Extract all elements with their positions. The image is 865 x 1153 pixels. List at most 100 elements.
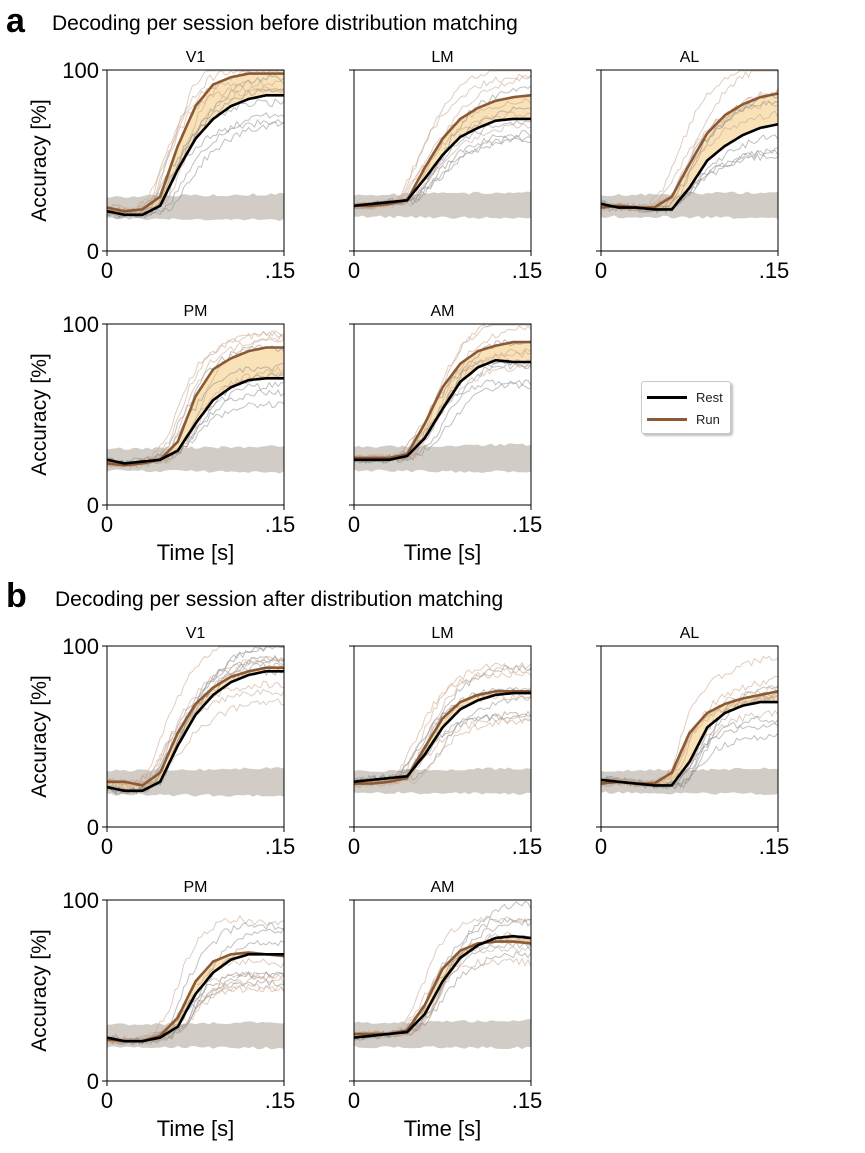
panel-b-v1-axes-frame: [106, 645, 285, 828]
panel-b-lm-title: LM: [431, 625, 453, 642]
panel-b-pm-ytick-label-0: 0: [87, 1069, 99, 1094]
panel-a-pm-xtick-label-1: .15: [265, 512, 296, 537]
panel-a-pm-session-run-5: [107, 371, 284, 470]
panel-b-al-xtick-label-0: 0: [595, 834, 607, 859]
legend-item-rest: Rest: [647, 389, 723, 405]
panel-a-pm-axes-frame: [106, 323, 285, 506]
panel-b-pm-title: PM: [184, 879, 208, 896]
legend-swatch-run: [647, 417, 687, 421]
legend-label-rest: Rest: [696, 389, 723, 405]
panel-a-al-xtick-label-1: .15: [759, 258, 790, 283]
panel-a-pm-ytick-label-1: 100: [62, 312, 99, 337]
panel-b-v1-ytick-label-0: 0: [87, 815, 99, 840]
panel-b-pm-chart: 0 .15 0 100 PM Accuracy [%] Time [s]: [28, 879, 295, 1141]
panel-a-v1-series-rest: [107, 94, 284, 217]
panel-b-pm-axes-frame: [106, 899, 285, 1082]
panel-a-am-xtick-label-0: 0: [348, 512, 360, 537]
panel-b-am-chart: 0 .15 AM Time [s]: [348, 879, 542, 1141]
panel-a-title: Decoding per session before distribution…: [52, 12, 518, 35]
panel-a-v1-series-run: [107, 72, 284, 213]
panel-a-pm-xlabel: Time [s]: [157, 540, 234, 565]
legend: Rest Run: [641, 381, 731, 434]
panel-b-am-session-run-4: [354, 915, 531, 1039]
panel-b-am-series-rest: [354, 934, 531, 1039]
panel-a-pm-ylabel: Accuracy [%]: [28, 353, 51, 476]
panel-b-al-difference-shade: [601, 691, 778, 786]
panel-a-pm-session-rest-4: [107, 363, 284, 467]
panel-b-al-session-rest-5: [601, 722, 778, 790]
panel-a-lm-title: LM: [431, 49, 453, 66]
panel-b-lm-chart: 0 .15 LM: [348, 625, 542, 859]
panel-b-v1-xtick-label-1: .15: [265, 834, 296, 859]
panel-a-am-plot-area: [354, 324, 531, 474]
panel-a-am-axes-frame: [353, 323, 532, 506]
panel-b-v1-series-rest: [107, 669, 284, 793]
panel-a-v1-ytick-label-0: 0: [87, 239, 99, 264]
panel-b-letter: b: [6, 577, 27, 615]
panel-b-v1-title: V1: [186, 625, 206, 642]
panel-a-v1-xtick-label-1: .15: [265, 258, 296, 283]
panel-b-lm-xtick-label-0: 0: [348, 834, 360, 859]
panel-b-v1-session-run-2: [107, 657, 284, 789]
panel-b-al-chart: 0 .15 AL: [595, 625, 789, 859]
panel-a-pm-xtick-label-0: 0: [101, 512, 113, 537]
panel-b-pm-xtick-label-1: .15: [265, 1088, 296, 1113]
panel-a-pm-ytick-label-0: 0: [87, 493, 99, 518]
panel-a-al-title: AL: [680, 49, 700, 66]
panel-a-al-plot-area: [601, 70, 778, 220]
panel-b-v1-plot-area: [107, 646, 284, 797]
panel-b-am-xtick-label-1: .15: [512, 1088, 543, 1113]
panel-a-v1-axes-frame: [106, 69, 285, 252]
panel-a-al-difference-shade: [601, 93, 778, 210]
panel-a-am-chart: 0 .15 AM Time [s]: [348, 303, 542, 565]
panel-b-al-xtick-label-1: .15: [759, 834, 790, 859]
panel-a-pm-session-rest-1: [107, 400, 284, 468]
panel-a-v1-chart: 0 .15 0 100 V1 Accuracy [%]: [28, 49, 295, 283]
panel-b-v1-session-run-0: [107, 655, 284, 788]
legend-item-run: Run: [647, 411, 720, 427]
panel-b-pm-chance-band: [107, 1021, 284, 1050]
panel-b-al-title: AL: [680, 625, 700, 642]
panel-a-am-session-run-5: [354, 324, 531, 463]
legend-swatch-rest: [647, 395, 687, 399]
panel-b-al-axes-frame: [600, 645, 779, 828]
panel-b-lm-session-rest-0: [354, 686, 531, 784]
panel-a-am-xtick-label-1: .15: [512, 512, 543, 537]
panel-b-pm-xtick-label-0: 0: [101, 1088, 113, 1113]
panel-b-pm-session-rest-1: [107, 921, 284, 1045]
panel-a-lm-plot-area: [354, 70, 531, 219]
panel-b-v1-xtick-label-0: 0: [101, 834, 113, 859]
panel-a-am-xlabel: Time [s]: [404, 540, 481, 565]
panel-b-v1-series-run: [107, 666, 284, 787]
panel-a-lm-series-run: [354, 94, 531, 208]
panel-a-al-axes-frame: [600, 69, 779, 252]
panel-a-lm-chart: 0 .15 LM: [348, 49, 542, 283]
panel-a-pm-difference-shade: [107, 347, 284, 466]
panel-b-v1-chart: 0 .15 0 100 V1 Accuracy [%]: [28, 625, 295, 859]
panel-b-lm-plot-area: [354, 661, 531, 795]
panel-a-v1-title: V1: [186, 49, 206, 66]
panel-b-al-session-run-2: [601, 655, 778, 788]
panel-b-al-plot-area: [601, 655, 778, 796]
panel-a-al-chart: 0 .15 AL: [595, 49, 789, 283]
panel-a-lm-axes-frame: [353, 69, 532, 252]
panel-a-letter: a: [6, 2, 25, 40]
panel-b-v1-ylabel: Accuracy [%]: [28, 675, 51, 798]
panel-a-am-series-run: [354, 340, 531, 460]
panel-b-am-xtick-label-0: 0: [348, 1088, 360, 1113]
panel-b-lm-session-run-2: [354, 666, 531, 788]
panel-b-am-axes-frame: [353, 899, 532, 1082]
panel-a-pm-chart: 0 .15 0 100 PM Accuracy [%] Time [s]: [28, 303, 295, 565]
panel-a-pm-series-rest: [107, 376, 284, 465]
panel-a-v1-difference-shade: [107, 73, 284, 215]
panel-b-am-session-run-3: [354, 957, 531, 1039]
panel-b-lm-session-rest-5: [354, 688, 531, 784]
panel-b-pm-ytick-label-1: 100: [62, 888, 99, 913]
panel-a-lm-xtick-label-1: .15: [512, 258, 543, 283]
panel-a-pm-chance-band: [107, 445, 284, 474]
panel-b-v1-chance-band: [107, 767, 284, 797]
panel-a-v1-plot-area: [107, 70, 284, 222]
panel-b-pm-xlabel: Time [s]: [157, 1116, 234, 1141]
